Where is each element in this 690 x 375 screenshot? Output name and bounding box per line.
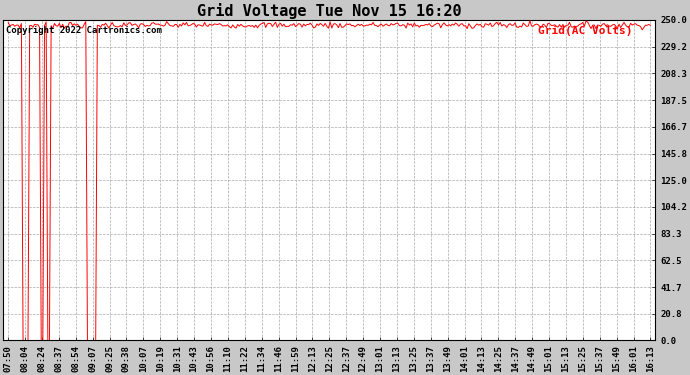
Text: Grid(AC Volts): Grid(AC Volts) — [538, 26, 633, 36]
Title: Grid Voltage Tue Nov 15 16:20: Grid Voltage Tue Nov 15 16:20 — [197, 3, 462, 19]
Text: Copyright 2022 Cartronics.com: Copyright 2022 Cartronics.com — [6, 26, 162, 35]
